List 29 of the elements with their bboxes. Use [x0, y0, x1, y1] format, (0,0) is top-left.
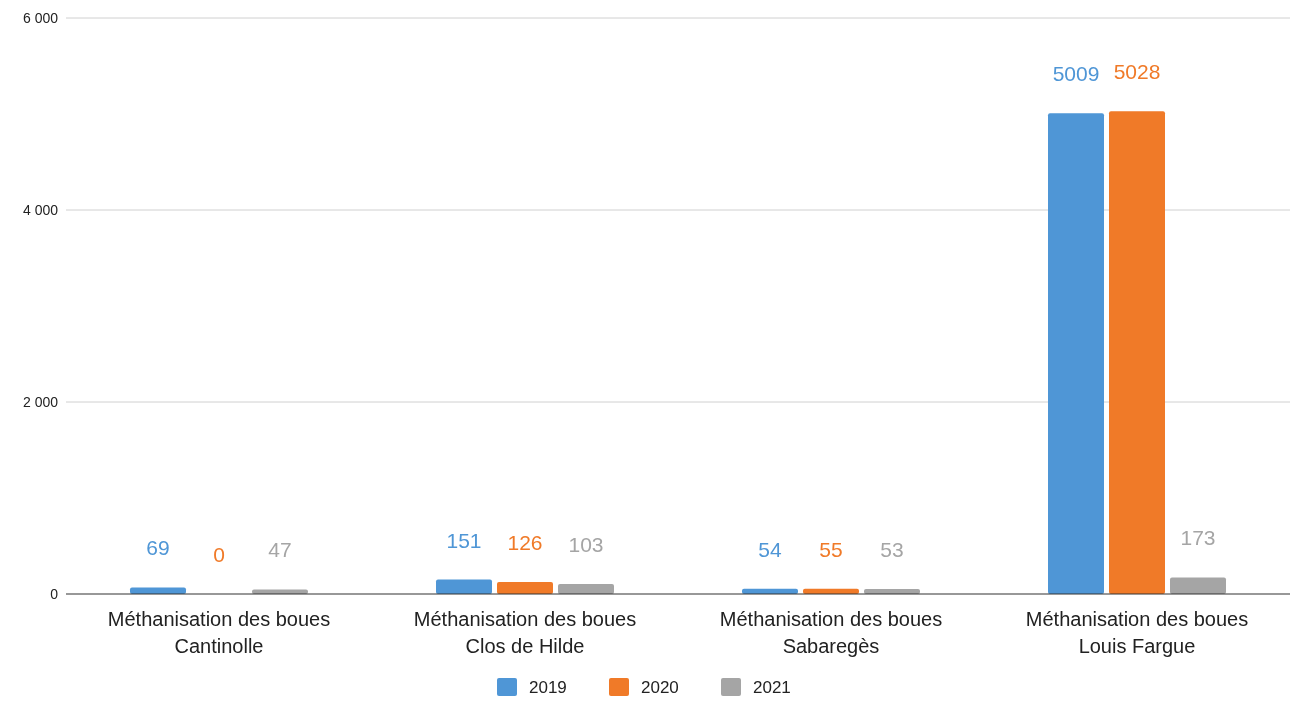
data-label: 126	[507, 530, 543, 554]
bar	[497, 581, 553, 594]
bar	[436, 579, 492, 594]
data-label: 53	[880, 537, 904, 561]
data-label: 0	[213, 543, 225, 566]
y-tick-label: 6 000	[22, 9, 59, 26]
data-label: 55	[819, 537, 843, 561]
data-label: 47	[268, 538, 292, 562]
bar	[1170, 577, 1226, 594]
x-tick-label: Méthanisation des boues Clos de Hilde	[413, 608, 637, 657]
x-tick-label: Méthanisation des boues Cantinolle	[107, 608, 331, 657]
data-label: 173	[1180, 526, 1216, 550]
x-tick-label: Méthanisation des boues Louis Fargue	[1025, 608, 1249, 657]
bar	[1109, 111, 1165, 594]
y-tick-label: 0	[50, 585, 59, 602]
data-label: 103	[568, 533, 604, 557]
data-label: 151	[446, 528, 482, 552]
bar	[1048, 113, 1104, 594]
y-tick-label: 4 000	[22, 201, 59, 218]
x-tick-label: Méthanisation des boues Sabaregès	[719, 608, 943, 657]
y-tick-label: 2 000	[22, 393, 59, 410]
data-label: 69	[146, 536, 170, 560]
bar	[558, 584, 614, 594]
legend-label: 2020	[641, 677, 679, 697]
data-label: 5009	[1052, 62, 1100, 86]
data-label: 5028	[1113, 60, 1161, 84]
legend-label: 2019	[529, 677, 567, 697]
data-label: 54	[758, 537, 782, 561]
legend-label: 2021	[753, 677, 791, 697]
